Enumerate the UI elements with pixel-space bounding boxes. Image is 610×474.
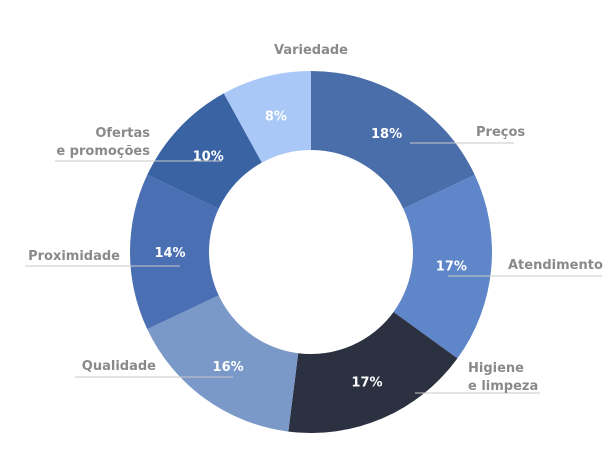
percent-label: 17%	[351, 375, 382, 390]
percent-label: 18%	[371, 127, 402, 142]
donut-slice	[147, 295, 299, 432]
category-label: Higiene e limpeza	[468, 361, 538, 394]
leader-lines	[25, 142, 602, 394]
donut-slice	[223, 71, 311, 163]
percent-label: 17%	[436, 259, 467, 274]
percent-label: 16%	[213, 360, 244, 375]
donut-slice	[147, 93, 262, 209]
donut-slices	[130, 71, 492, 433]
category-label: Qualidade	[82, 359, 156, 374]
donut-slice	[130, 174, 219, 330]
percent-label: 10%	[193, 149, 224, 164]
category-label: Ofertas e promoções	[56, 126, 150, 159]
percent-labels: 18% 17% 17% 16% 14% 10% 8%	[154, 109, 466, 390]
category-label: Atendimento	[508, 258, 603, 273]
donut-slice	[311, 71, 475, 209]
donut-slice	[288, 311, 458, 433]
category-labels: Preços Atendimento Higiene e limpeza Qualida…	[28, 43, 603, 394]
category-label: Variedade	[274, 43, 348, 58]
category-label: Proximidade	[28, 249, 120, 264]
category-label: Preços	[476, 125, 525, 140]
donut-slice	[393, 174, 492, 359]
percent-label: 8%	[265, 109, 287, 124]
percent-label: 14%	[154, 246, 185, 261]
